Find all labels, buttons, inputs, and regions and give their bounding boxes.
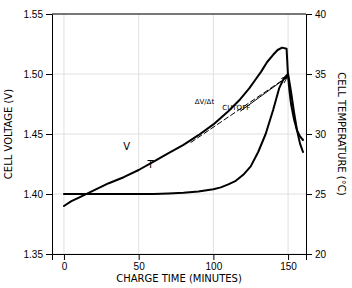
annotation: T bbox=[147, 159, 155, 170]
tick-label: 35 bbox=[315, 69, 327, 80]
axis-line bbox=[307, 15, 313, 255]
marks bbox=[64, 48, 303, 206]
tick-mark bbox=[46, 134, 52, 135]
tick-mark bbox=[46, 254, 52, 255]
tick-mark bbox=[64, 254, 65, 260]
plot: 0 50 100 150 1.35 1.40 1.45 1.50 1.55 20 25 30 35 40 Δ… bbox=[3, 9, 347, 284]
tick-mark bbox=[288, 254, 289, 260]
tick: 1.50 bbox=[24, 69, 52, 80]
tick: 1.45 bbox=[24, 129, 52, 140]
y2-axis: 20 25 30 35 40 bbox=[306, 9, 327, 260]
annotations: ΔV/Δt CUTOFF V T bbox=[123, 98, 250, 169]
tick-mark bbox=[46, 14, 52, 15]
tick: 35 bbox=[306, 69, 327, 80]
axis-line bbox=[53, 255, 307, 261]
tick-label: 150 bbox=[280, 261, 297, 272]
tick-label: 20 bbox=[315, 249, 327, 260]
tick: 150 bbox=[280, 254, 297, 272]
axis-line bbox=[46, 15, 53, 255]
x-axis-title: CHARGE TIME (MINUTES) bbox=[116, 273, 242, 284]
tick-mark bbox=[46, 194, 52, 195]
tick: 20 bbox=[306, 249, 327, 260]
tick-label: 1.45 bbox=[24, 129, 44, 140]
y-axis: 1.35 1.40 1.45 1.50 1.55 bbox=[24, 9, 53, 260]
tick: 25 bbox=[306, 189, 327, 200]
tick: 0 bbox=[62, 254, 68, 272]
tick-label: 1.50 bbox=[24, 69, 44, 80]
tick: 1.35 bbox=[24, 249, 52, 260]
tick-label: 0 bbox=[62, 261, 68, 272]
tick-mark bbox=[46, 74, 52, 75]
grid-line bbox=[52, 14, 306, 15]
tick-mark bbox=[306, 254, 312, 255]
frame-top bbox=[52, 14, 306, 15]
tick-mark bbox=[306, 134, 312, 135]
tick-mark bbox=[139, 254, 140, 260]
tick-mark bbox=[306, 14, 312, 15]
tick-label: 25 bbox=[315, 189, 327, 200]
tick: 1.55 bbox=[24, 9, 52, 20]
annotation: CUTOFF bbox=[222, 104, 250, 112]
tick: 1.40 bbox=[24, 189, 52, 200]
tick: 30 bbox=[306, 129, 327, 140]
tick-label: 1.40 bbox=[24, 189, 44, 200]
annotation: ΔV/Δt bbox=[195, 98, 215, 106]
tick-label: 30 bbox=[315, 129, 327, 140]
chart: 0 50 100 150 1.35 1.40 1.45 1.50 1.55 20 25 30 35 40 Δ… bbox=[0, 0, 352, 288]
tick-label: 1.35 bbox=[24, 249, 44, 260]
tick-label: 40 bbox=[315, 9, 327, 20]
y2-axis-title: CELL TEMPERATURE (°C) bbox=[336, 72, 347, 195]
grid-line bbox=[52, 134, 306, 135]
dashed-line bbox=[191, 76, 288, 142]
tick-label: 1.55 bbox=[24, 9, 44, 20]
tick: 40 bbox=[306, 9, 327, 20]
tick-label: 100 bbox=[206, 261, 223, 272]
annotation: V bbox=[123, 141, 130, 152]
grid-line bbox=[52, 74, 306, 75]
tick-mark bbox=[306, 74, 312, 75]
y-axis-title: CELL VOLTAGE (V) bbox=[3, 89, 14, 179]
tick-mark bbox=[213, 254, 214, 260]
grid bbox=[52, 14, 306, 254]
tick: 50 bbox=[134, 254, 146, 272]
tick-label: 50 bbox=[134, 261, 146, 272]
line bbox=[64, 48, 303, 206]
line bbox=[64, 74, 303, 194]
tick-mark bbox=[306, 194, 312, 195]
x-axis: 0 50 100 150 bbox=[53, 254, 307, 272]
tick: 100 bbox=[206, 254, 223, 272]
